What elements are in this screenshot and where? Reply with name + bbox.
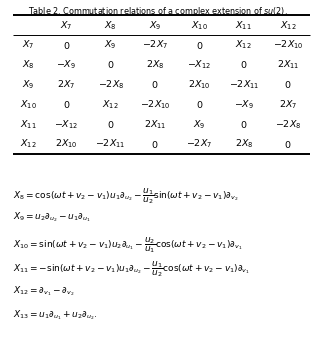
Text: $2X_7$: $2X_7$ bbox=[57, 78, 75, 91]
Text: $2X_8$: $2X_8$ bbox=[146, 59, 164, 71]
Text: $2X_{11}$: $2X_{11}$ bbox=[144, 118, 166, 131]
Text: $X_{10}$: $X_{10}$ bbox=[20, 98, 37, 111]
Text: $X_{12}$: $X_{12}$ bbox=[235, 39, 252, 51]
Text: $2X_{10}$: $2X_{10}$ bbox=[55, 138, 77, 150]
Text: $0$: $0$ bbox=[196, 99, 203, 110]
Text: $-X_9$: $-X_9$ bbox=[56, 59, 76, 71]
Text: $X_9$: $X_9$ bbox=[22, 78, 35, 91]
Text: $-2X_{10}$: $-2X_{10}$ bbox=[140, 98, 170, 111]
Text: $X_8$: $X_8$ bbox=[104, 19, 117, 31]
Text: $X_{12}$: $X_{12}$ bbox=[20, 138, 37, 150]
Text: $X_9$: $X_9$ bbox=[104, 39, 117, 51]
Text: $X_{10} = \sin(\omega t + v_2 - v_1)u_2\partial_{u_1} - \dfrac{u_2}{u_1}\cos(\om: $X_{10} = \sin(\omega t + v_2 - v_1)u_2\… bbox=[13, 235, 242, 255]
Text: $0$: $0$ bbox=[284, 139, 292, 150]
Text: $-X_{12}$: $-X_{12}$ bbox=[187, 59, 211, 71]
Text: $2X_7$: $2X_7$ bbox=[279, 98, 297, 111]
Text: $X_9$: $X_9$ bbox=[149, 19, 161, 31]
Text: $2X_8$: $2X_8$ bbox=[235, 138, 253, 150]
Text: $X_{11} = {-}\sin(\omega t + v_2 - v_1)u_1\partial_{u_2} - \dfrac{u_1}{u_2}\cos(: $X_{11} = {-}\sin(\omega t + v_2 - v_1)u… bbox=[13, 260, 250, 279]
Text: $0$: $0$ bbox=[151, 139, 159, 150]
Text: $0$: $0$ bbox=[151, 79, 159, 90]
Text: $0$: $0$ bbox=[107, 119, 114, 130]
Text: $0$: $0$ bbox=[240, 59, 248, 70]
Text: $X_8 = \cos(\omega t + v_2 - v_1)u_1\partial_{u_2} - \dfrac{u_1}{u_2}\sin(\omega: $X_8 = \cos(\omega t + v_2 - v_1)u_1\par… bbox=[13, 186, 238, 206]
Text: $0$: $0$ bbox=[196, 40, 203, 50]
Text: $0$: $0$ bbox=[240, 119, 248, 130]
Text: $X_{13} = u_1\partial_{u_1} + u_2\partial_{u_2}.$: $X_{13} = u_1\partial_{u_1} + u_2\partia… bbox=[13, 309, 97, 322]
Text: $X_9 = u_2\partial_{u_2} - u_1\partial_{u_1}$: $X_9 = u_2\partial_{u_2} - u_1\partial_{… bbox=[13, 210, 90, 224]
Text: $-2X_{11}$: $-2X_{11}$ bbox=[229, 78, 259, 91]
Text: $X_{12}$: $X_{12}$ bbox=[102, 98, 119, 111]
Text: $X_7$: $X_7$ bbox=[22, 39, 35, 51]
Text: $0$: $0$ bbox=[284, 79, 292, 90]
Text: $2X_{11}$: $2X_{11}$ bbox=[277, 59, 299, 71]
Text: $X_7$: $X_7$ bbox=[60, 19, 72, 31]
Text: $X_{11}$: $X_{11}$ bbox=[235, 19, 252, 31]
Text: $-2X_7$: $-2X_7$ bbox=[142, 39, 168, 51]
Text: $-2X_8$: $-2X_8$ bbox=[275, 118, 301, 131]
Text: $X_{10}$: $X_{10}$ bbox=[191, 19, 208, 31]
Text: $-2X_7$: $-2X_7$ bbox=[186, 138, 212, 150]
Text: $X_9$: $X_9$ bbox=[193, 118, 206, 131]
Text: $-2X_8$: $-2X_8$ bbox=[98, 78, 124, 91]
Text: Table 2. Commutation relations of a complex extension of $su(2)$.: Table 2. Commutation relations of a comp… bbox=[28, 5, 287, 18]
Text: $X_{12} = \partial_{v_1} - \partial_{v_2}$: $X_{12} = \partial_{v_1} - \partial_{v_2… bbox=[13, 284, 74, 298]
Text: $-X_9$: $-X_9$ bbox=[234, 98, 254, 111]
Text: $0$: $0$ bbox=[107, 59, 114, 70]
Text: $2X_{10}$: $2X_{10}$ bbox=[188, 78, 211, 91]
Text: $-2X_{11}$: $-2X_{11}$ bbox=[95, 138, 126, 150]
Text: $X_8$: $X_8$ bbox=[22, 59, 35, 71]
Text: $X_{11}$: $X_{11}$ bbox=[20, 118, 37, 131]
Text: $-X_{12}$: $-X_{12}$ bbox=[54, 118, 78, 131]
Text: $X_{12}$: $X_{12}$ bbox=[280, 19, 296, 31]
Text: $0$: $0$ bbox=[63, 40, 70, 50]
Text: $-2X_{10}$: $-2X_{10}$ bbox=[273, 39, 303, 51]
Text: $0$: $0$ bbox=[63, 99, 70, 110]
